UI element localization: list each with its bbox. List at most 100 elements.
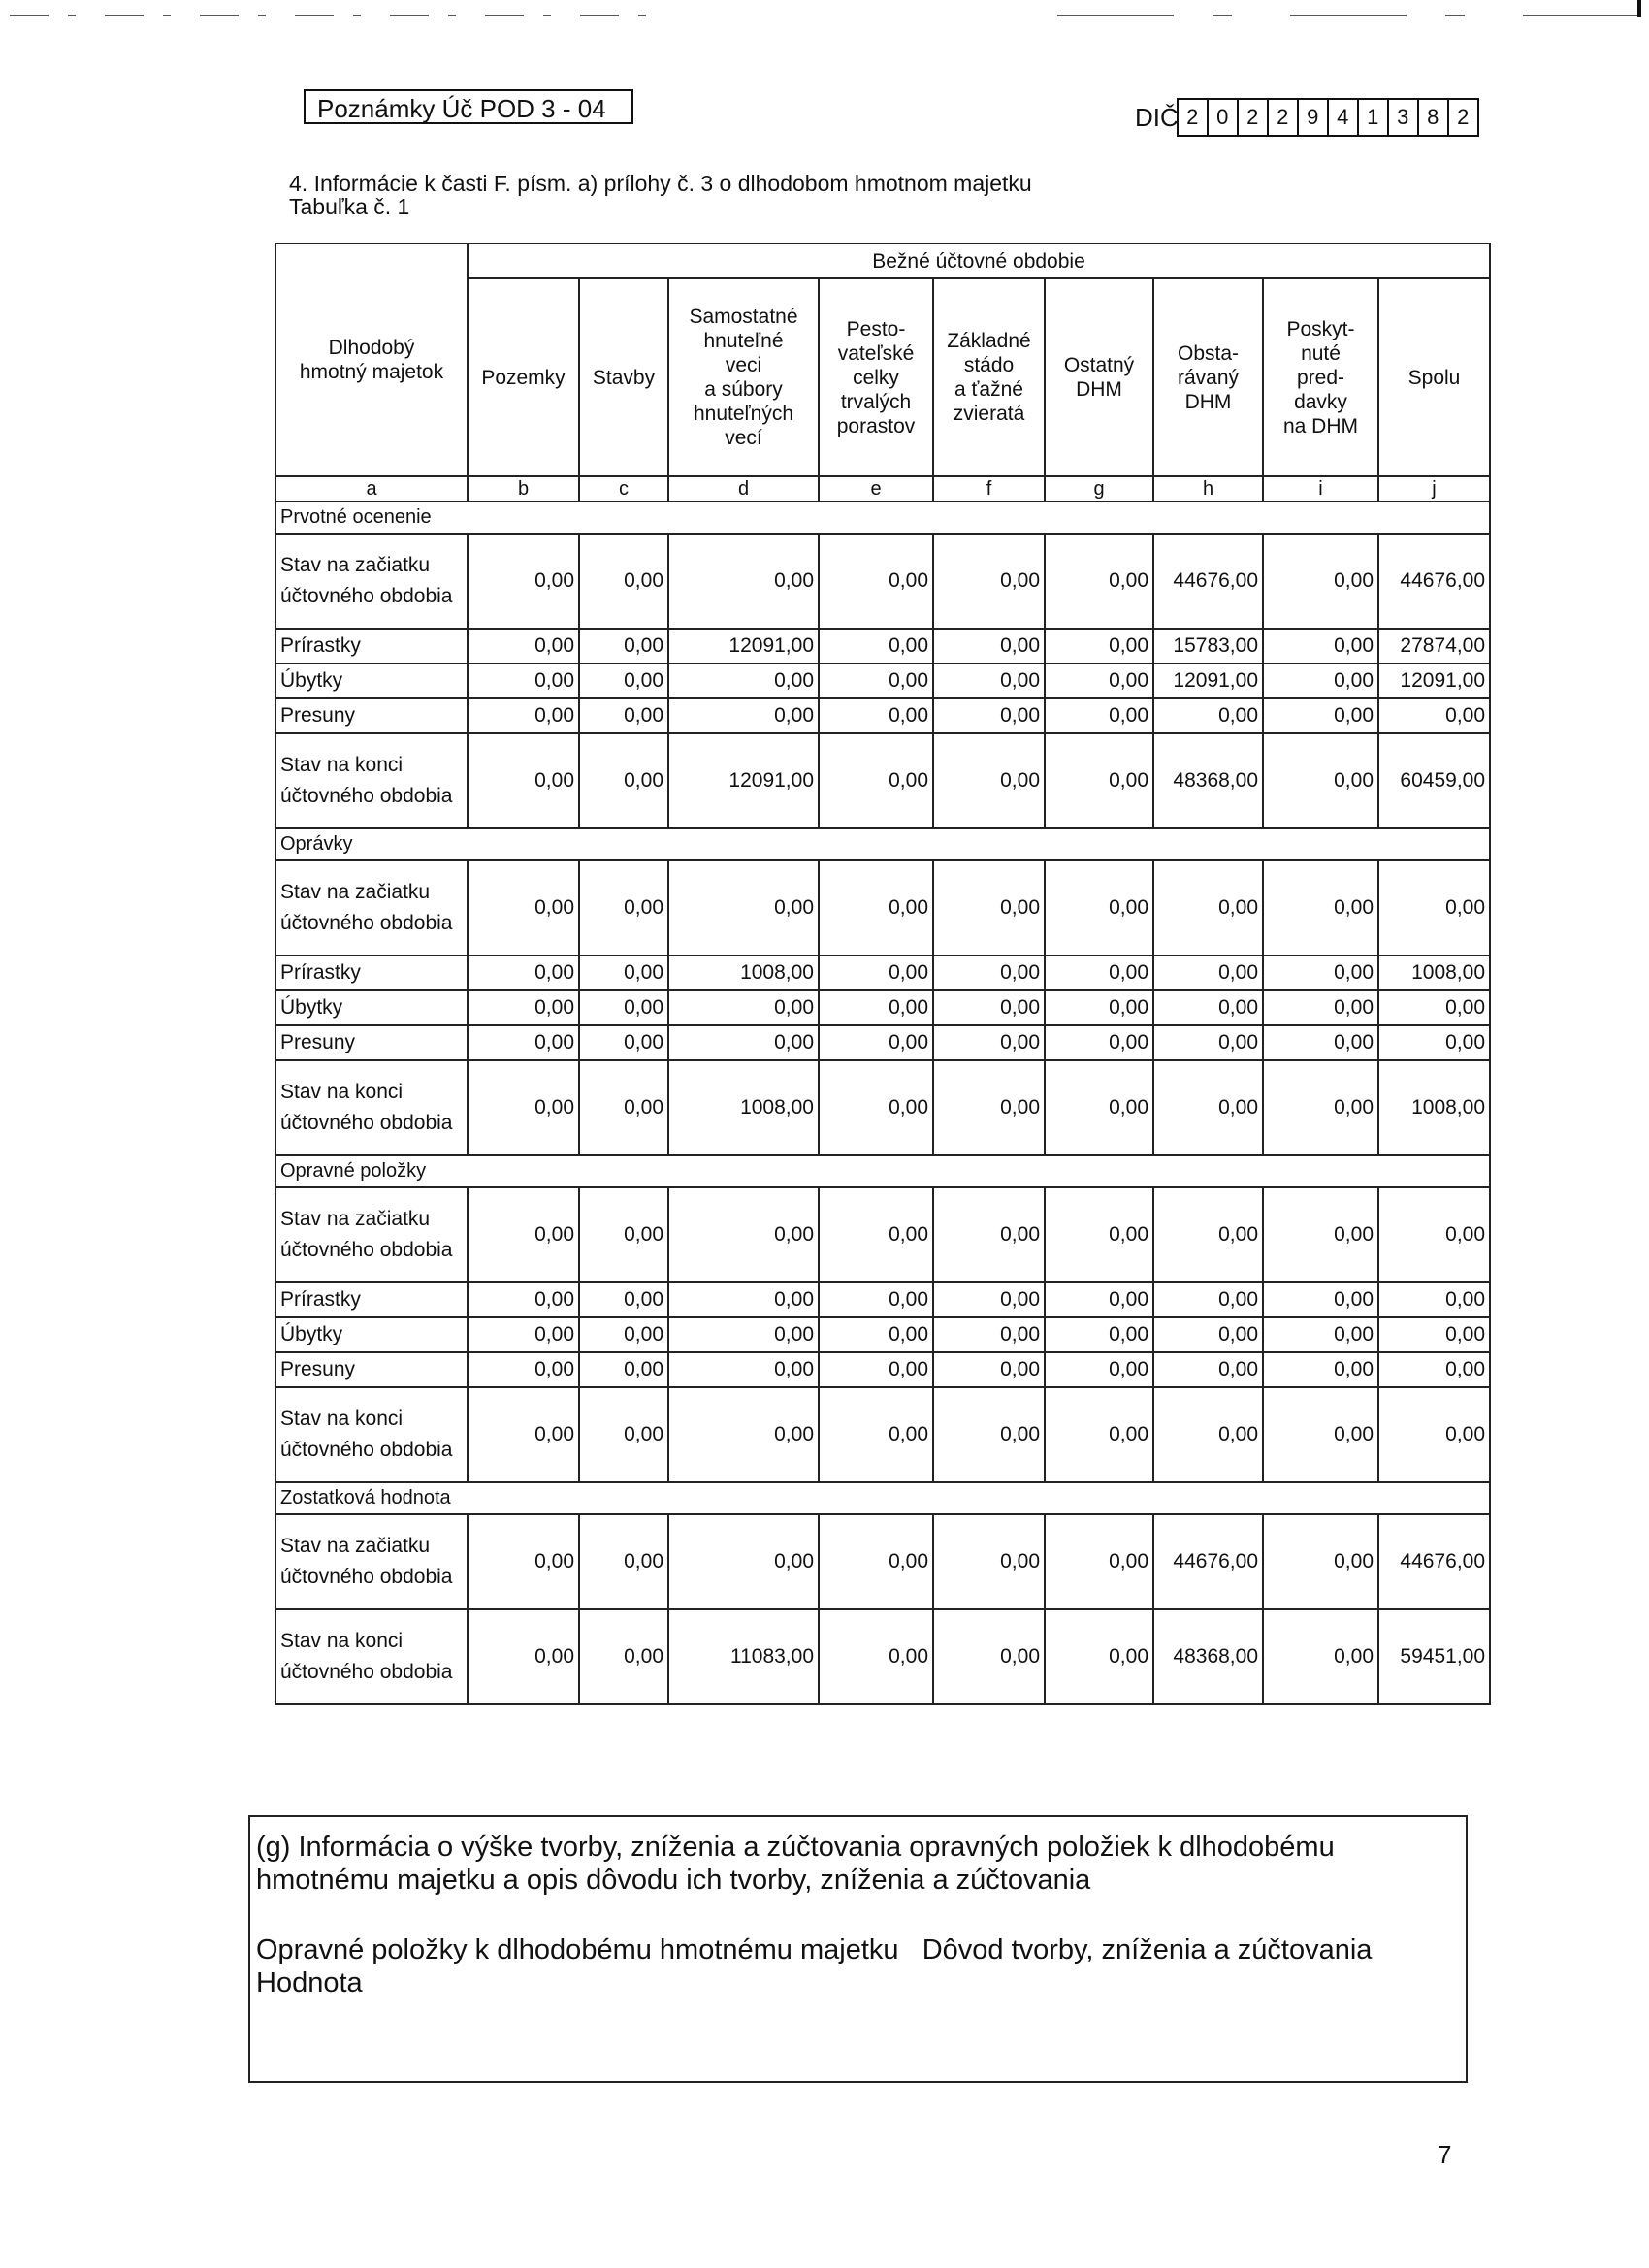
cell-value: 0,00 (932, 663, 1046, 699)
cell-value: 0,00 (932, 628, 1046, 664)
row-label: Úbytky (275, 663, 469, 699)
data-row: Presuny 0,00 0,00 0,00 0,00 0,00 0,00 0,00 0,00 0… (275, 1351, 1492, 1388)
cell-value: 0,00 (1152, 989, 1264, 1026)
column-letter: b (467, 475, 580, 502)
column-letter: a (275, 475, 469, 502)
cell-value: 0,00 (818, 955, 934, 991)
cell-value: 0,00 (467, 955, 580, 991)
cell-value: 0,00 (818, 533, 934, 630)
cell-value: 44676,00 (1152, 1513, 1264, 1610)
row-label: Stav na konci účtovného obdobia (275, 1386, 469, 1483)
cell-value: 0,00 (1376, 1024, 1492, 1061)
cell-value: 1008,00 (1376, 955, 1492, 991)
column-letter: h (1152, 475, 1264, 502)
section-title: Oprávky (274, 827, 1492, 861)
row-header: Dlhodobý hmotný majetok (275, 243, 469, 477)
cell-value: 0,00 (818, 628, 934, 664)
column-header: Pesto- vateľské celky trvalých porastov (818, 277, 934, 477)
cell-value: 0,00 (932, 1351, 1046, 1388)
cell-value: 0,00 (1044, 533, 1154, 630)
cell-value: 0,00 (1044, 989, 1154, 1026)
cell-value: 0,00 (1152, 697, 1264, 734)
cell-value: 12091,00 (1152, 663, 1264, 699)
table-caption: Tabuľka č. 1 (289, 194, 410, 219)
cell-value: 0,00 (1376, 1351, 1492, 1388)
column-letter: i (1262, 475, 1379, 502)
column-header: Samostatné hnuteľné veci a súbory hnuteľ… (667, 277, 820, 477)
cell-value: 0,00 (578, 1513, 669, 1610)
cell-value: 0,00 (467, 1316, 580, 1353)
cell-value: 0,00 (667, 663, 820, 699)
dic-digit: 2 (1236, 98, 1269, 137)
cell-value: 0,00 (818, 859, 934, 956)
row-label: Úbytky (275, 1316, 469, 1353)
cell-value: 0,00 (818, 1316, 934, 1353)
dic-digit: 9 (1296, 98, 1329, 137)
cell-value: 0,00 (932, 1316, 1046, 1353)
column-header: Pozemky (467, 277, 580, 477)
cell-value: 0,00 (932, 1186, 1046, 1283)
cell-value: 0,00 (578, 663, 669, 699)
cell-value: 0,00 (932, 1059, 1046, 1156)
cell-value: 0,00 (467, 663, 580, 699)
cell-value: 0,00 (1044, 1281, 1154, 1318)
cell-value: 0,00 (667, 697, 820, 734)
cell-value: 0,00 (1152, 955, 1264, 991)
row-label: Úbytky (275, 989, 469, 1026)
cell-value: 0,00 (1262, 1351, 1379, 1388)
cell-value: 0,00 (1044, 1024, 1154, 1061)
row-label: Presuny (275, 1024, 469, 1061)
cell-value: 0,00 (467, 533, 580, 630)
cell-value: 12091,00 (667, 628, 820, 664)
cell-value: 0,00 (1152, 1059, 1264, 1156)
cell-value: 0,00 (578, 1281, 669, 1318)
cell-value: 0,00 (1376, 697, 1492, 734)
cell-value: 0,00 (667, 1386, 820, 1483)
cell-value: 0,00 (1044, 1513, 1154, 1610)
cell-value: 0,00 (818, 1186, 934, 1283)
cell-value: 0,00 (578, 1186, 669, 1283)
cell-value: 0,00 (467, 859, 580, 956)
header-row: Dlhodobý hmotný majetok Bežné účtovné obd… (275, 243, 1492, 477)
row-label: Stav na konci účtovného obdobia (275, 1059, 469, 1156)
cell-value: 1008,00 (667, 1059, 820, 1156)
cell-value: 0,00 (932, 1513, 1046, 1610)
cell-value: 0,00 (1152, 859, 1264, 956)
row-label: Stav na konci účtovného obdobia (275, 1608, 469, 1705)
section-title: Opravné položky (274, 1154, 1492, 1188)
cell-value: 0,00 (1376, 1386, 1492, 1483)
cell-value: 0,00 (667, 1281, 820, 1318)
cell-value: 0,00 (1152, 1024, 1264, 1061)
row-label: Presuny (275, 1351, 469, 1388)
data-row: Prírastky 0,00 0,00 0,00 0,00 0,00 0,00 0,00 0,0… (275, 1281, 1492, 1318)
cell-value: 0,00 (1044, 697, 1154, 734)
cell-value: 0,00 (467, 1024, 580, 1061)
data-row: Prírastky 0,00 0,00 12091,00 0,00 0,00 0,00 157… (275, 628, 1492, 664)
cell-value: 0,00 (578, 1386, 669, 1483)
section-title: Zostatková hodnota (274, 1481, 1492, 1515)
cell-value: 0,00 (467, 1186, 580, 1283)
cell-value: 0,00 (932, 533, 1046, 630)
cell-value: 0,00 (467, 628, 580, 664)
cell-value: 0,00 (1262, 663, 1379, 699)
row-label: Prírastky (275, 628, 469, 664)
cell-value: 0,00 (467, 1608, 580, 1705)
cell-value: 0,00 (667, 1186, 820, 1283)
form-label: Poznámky Úč POD 3 - 04 (304, 89, 633, 124)
row-label: Stav na začiatku účtovného obdobia (275, 859, 469, 956)
row-label: Presuny (275, 697, 469, 734)
cell-value: 0,00 (932, 1024, 1046, 1061)
cell-value: 0,00 (1376, 1186, 1492, 1283)
cell-value: 0,00 (578, 628, 669, 664)
cell-value: 0,00 (818, 1513, 934, 1610)
cell-value: 0,00 (1152, 1316, 1264, 1353)
dic-digit: 2 (1266, 98, 1299, 137)
cell-value: 0,00 (667, 989, 820, 1026)
row-label: Prírastky (275, 955, 469, 991)
cell-value: 0,00 (578, 732, 669, 829)
row-label: Stav na začiatku účtovného obdobia (275, 533, 469, 630)
column-letter: f (932, 475, 1046, 502)
data-row: Prírastky 0,00 0,00 1008,00 0,00 0,00 0,00 0,00… (275, 955, 1492, 991)
cell-value: 11083,00 (667, 1608, 820, 1705)
